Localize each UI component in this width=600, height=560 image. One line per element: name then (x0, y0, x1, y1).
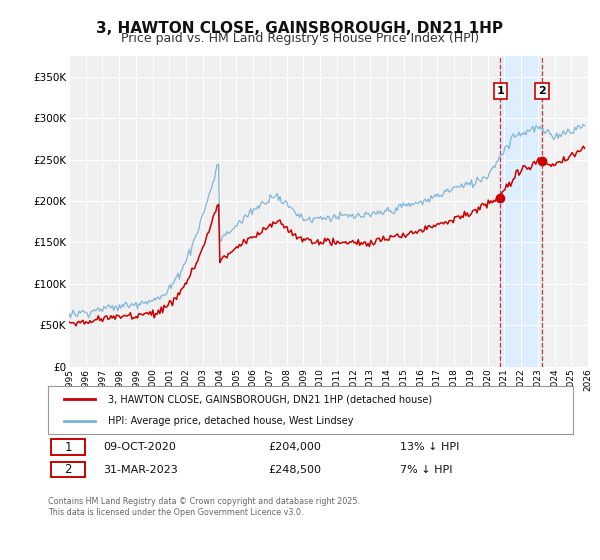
Text: 09-OCT-2020: 09-OCT-2020 (103, 442, 176, 452)
Text: 1: 1 (497, 86, 505, 96)
Text: 13% ↓ HPI: 13% ↓ HPI (400, 442, 459, 452)
Text: Contains HM Land Registry data © Crown copyright and database right 2025.
This d: Contains HM Land Registry data © Crown c… (48, 497, 360, 517)
FancyBboxPatch shape (50, 462, 85, 477)
FancyBboxPatch shape (50, 440, 85, 455)
Text: £248,500: £248,500 (269, 465, 322, 474)
Text: 7% ↓ HPI: 7% ↓ HPI (400, 465, 452, 474)
Text: 3, HAWTON CLOSE, GAINSBOROUGH, DN21 1HP (detached house): 3, HAWTON CLOSE, GAINSBOROUGH, DN21 1HP … (109, 394, 433, 404)
Text: HPI: Average price, detached house, West Lindsey: HPI: Average price, detached house, West… (109, 416, 354, 426)
Text: Price paid vs. HM Land Registry's House Price Index (HPI): Price paid vs. HM Land Registry's House … (121, 32, 479, 45)
Text: 3, HAWTON CLOSE, GAINSBOROUGH, DN21 1HP: 3, HAWTON CLOSE, GAINSBOROUGH, DN21 1HP (97, 21, 503, 36)
Text: 1: 1 (64, 441, 72, 454)
Bar (542, 56, 588, 367)
Bar (500, 56, 542, 367)
Bar (542, 56, 588, 367)
Text: 2: 2 (64, 463, 72, 476)
Text: £204,000: £204,000 (269, 442, 322, 452)
Text: 2: 2 (538, 86, 546, 96)
Text: 31-MAR-2023: 31-MAR-2023 (103, 465, 178, 474)
